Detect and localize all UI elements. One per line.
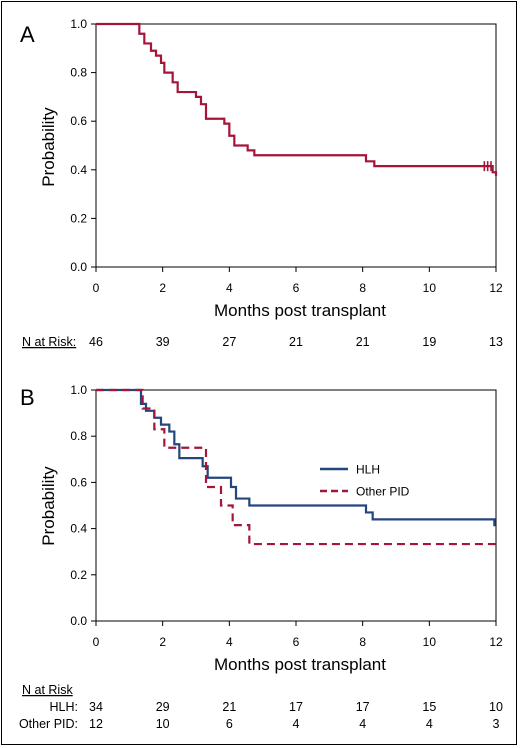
panel-b-risk-table: N at Risk HLH: Other PID: 34 29 21 17 17… xyxy=(19,683,503,731)
panel-b-y-tick-label: 0.8 xyxy=(70,429,87,443)
risk-count: 4 xyxy=(359,717,366,731)
risk-count: 4 xyxy=(426,717,433,731)
plot-area xyxy=(95,23,497,268)
risk-count: 6 xyxy=(226,717,233,731)
panel-b-x-tick-label: 8 xyxy=(359,635,366,649)
risk-count: 19 xyxy=(422,335,436,349)
panel-a-risk-table: N at Risk: 46 39 27 21 21 19 13 xyxy=(22,335,503,349)
km-curve-other-pid xyxy=(96,388,496,546)
panel-b-x-tick-labels: 0 2 4 6 8 10 12 xyxy=(93,635,503,649)
panel-b-y-tick-label: 0.2 xyxy=(70,568,87,582)
risk-count: 29 xyxy=(156,700,170,714)
panel-b-x-tick-label: 6 xyxy=(293,635,300,649)
panel-a-x-tick-labels: 0 2 4 6 8 10 12 xyxy=(93,281,503,295)
panel-b-y-tick-labels: 0.0 0.2 0.4 0.6 0.8 1.0 xyxy=(70,383,87,628)
panel-b: B Probability 0.0 0.2 0.4 0.6 0.8 1.0 0 … xyxy=(19,383,503,731)
risk-count: 12 xyxy=(89,717,103,731)
panel-b-y-axis-title: Probability xyxy=(39,466,58,546)
panel-b-y-tick-label: 0.0 xyxy=(70,614,87,628)
panel-b-y-tick-label: 1.0 xyxy=(70,383,87,397)
panel-b-x-tick-label: 0 xyxy=(93,635,100,649)
panel-b-y-tick-label: 0.6 xyxy=(70,475,87,489)
risk-row-label-hlh: HLH: xyxy=(50,700,78,714)
panel-axes xyxy=(91,23,497,272)
panel-b-label: B xyxy=(20,385,35,410)
panel-a-y-tick-label: 0.8 xyxy=(70,66,87,80)
panel-a-x-tick-label: 6 xyxy=(293,281,300,295)
risk-count: 21 xyxy=(289,335,303,349)
risk-count: 34 xyxy=(89,700,103,714)
panel-a-risk-header: N at Risk: xyxy=(22,335,76,349)
legend-label-hlh: HLH xyxy=(356,463,380,477)
panel-b-legend: HLH Other PID xyxy=(320,463,410,499)
panel-a-y-tick-labels: 0.0 0.2 0.4 0.6 0.8 1.0 xyxy=(70,17,87,274)
risk-count: 17 xyxy=(289,700,303,714)
panel-a: A Probability 0.0 0.2 0.4 0.6 0.8 1.0 0 … xyxy=(20,17,503,349)
panel-b-y-tick-label: 0.4 xyxy=(70,522,87,536)
panel-a-x-axis-title: Months post transplant xyxy=(214,301,386,320)
panel-a-x-tick-label: 4 xyxy=(226,281,233,295)
panel-a-x-tick-label: 0 xyxy=(93,281,100,295)
risk-count: 21 xyxy=(356,335,370,349)
panel-a-x-tick-label: 12 xyxy=(489,281,503,295)
risk-count: 4 xyxy=(293,717,300,731)
risk-count: 3 xyxy=(493,717,500,731)
risk-count: 10 xyxy=(489,700,503,714)
risk-count: 13 xyxy=(489,335,503,349)
panel-a-x-tick-label: 8 xyxy=(359,281,366,295)
risk-count: 15 xyxy=(422,700,436,714)
panel-b-x-tick-label: 10 xyxy=(423,635,437,649)
risk-count: 46 xyxy=(89,335,103,349)
risk-count: 39 xyxy=(156,335,170,349)
panel-a-x-tick-label: 2 xyxy=(159,281,166,295)
risk-count: 27 xyxy=(222,335,236,349)
panel-a-x-tick-label: 10 xyxy=(423,281,437,295)
legend-label-other-pid: Other PID xyxy=(356,485,410,499)
panel-b-x-axis-title: Months post transplant xyxy=(214,655,386,674)
panel-a-label: A xyxy=(20,22,35,47)
panel-a-y-axis-title: Probability xyxy=(39,107,58,187)
risk-count: 10 xyxy=(156,717,170,731)
panel-b-x-tick-label: 12 xyxy=(489,635,503,649)
panel-a-y-tick-label: 0.4 xyxy=(70,163,87,177)
panel-b-risk-header: N at Risk xyxy=(22,683,73,697)
panel-a-y-tick-label: 1.0 xyxy=(70,17,87,31)
risk-row-label-other-pid: Other PID: xyxy=(19,717,78,731)
km-curve-hlh xyxy=(96,388,496,527)
panel-a-y-tick-label: 0.0 xyxy=(70,260,87,274)
km-curve-overall xyxy=(96,22,498,176)
panel-b-x-tick-label: 4 xyxy=(226,635,233,649)
panel-a-y-tick-label: 0.2 xyxy=(70,211,87,225)
panel-a-y-tick-label: 0.6 xyxy=(70,114,87,128)
risk-count: 21 xyxy=(222,700,236,714)
panel-axes xyxy=(91,389,497,626)
risk-count: 17 xyxy=(356,700,370,714)
panel-b-x-tick-label: 2 xyxy=(159,635,166,649)
